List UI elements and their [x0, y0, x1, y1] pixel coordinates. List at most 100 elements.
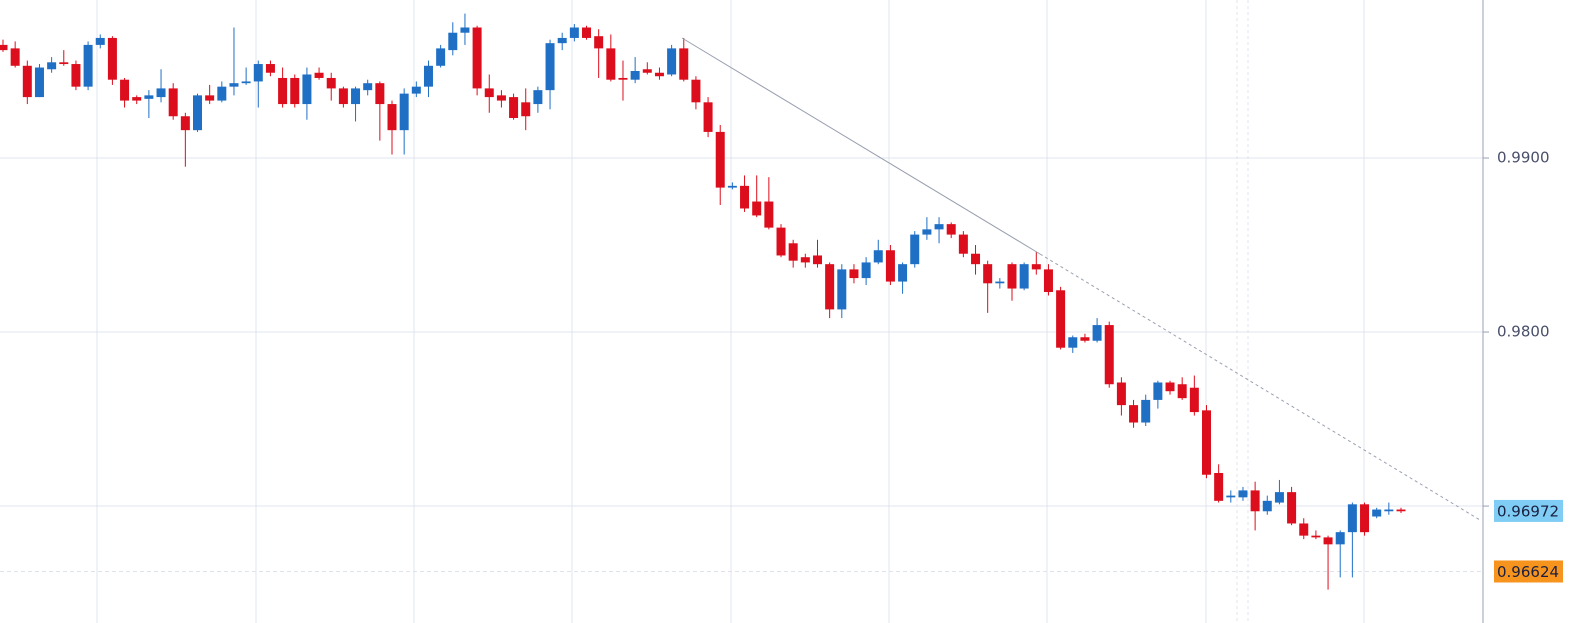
candle-body	[995, 281, 1005, 284]
candle-body	[265, 64, 275, 73]
candle-body	[958, 234, 968, 254]
candle-body	[715, 131, 725, 188]
candle-body	[727, 185, 737, 188]
candle-body	[1214, 472, 1224, 501]
candle-body	[1347, 504, 1357, 533]
candle-body	[594, 36, 604, 49]
candle-body	[898, 264, 908, 282]
candle-body	[193, 95, 203, 131]
candle-body	[1250, 490, 1260, 512]
candle-body	[1129, 405, 1139, 423]
candle-body	[496, 95, 506, 101]
candle-body	[618, 77, 628, 80]
candle-body	[1153, 382, 1163, 400]
candle-body	[1274, 492, 1284, 503]
candle-body	[1104, 325, 1114, 385]
candle-body	[667, 48, 677, 75]
candle-body	[1056, 290, 1066, 348]
candle-body	[22, 65, 32, 98]
candle-body	[1372, 509, 1382, 517]
y-tick-label: 0.9800	[1497, 323, 1550, 341]
candle-body	[691, 79, 701, 103]
candle-body	[679, 48, 689, 80]
candle-body	[71, 64, 81, 87]
candle-body	[411, 86, 421, 94]
candle-body	[168, 88, 178, 117]
candle-body	[107, 37, 117, 80]
candle-body	[351, 88, 361, 105]
price-label-box	[1494, 499, 1563, 522]
candle-body	[1238, 490, 1248, 498]
candle-body	[983, 264, 993, 284]
candle-body	[1019, 264, 1029, 289]
candle-body	[472, 27, 482, 89]
candle-body	[144, 95, 154, 99]
candle-body	[180, 116, 190, 131]
candle-body	[484, 88, 494, 98]
candle-body	[253, 64, 263, 82]
candle-body	[812, 255, 822, 265]
candle-body	[837, 269, 847, 310]
candle-body	[363, 83, 373, 91]
candle-body	[314, 72, 324, 78]
candle-body	[654, 72, 664, 77]
candle-body	[934, 224, 944, 230]
candle-body	[1043, 269, 1053, 293]
candle-body	[83, 44, 93, 87]
candle-body	[156, 88, 166, 98]
candle-body	[1177, 384, 1187, 399]
candle-body	[1031, 264, 1041, 270]
y-tick-label: 0.9900	[1497, 149, 1550, 167]
candle-body	[387, 104, 397, 131]
candle-body	[946, 224, 956, 235]
candle-body	[290, 77, 300, 105]
candle-body	[557, 37, 567, 44]
candle-body	[399, 93, 409, 131]
candle-body	[448, 32, 458, 51]
candle-body	[47, 62, 57, 70]
candle-body	[1360, 504, 1370, 533]
candle-body	[1335, 532, 1345, 545]
candle-body	[229, 83, 239, 87]
candle-body	[885, 250, 895, 282]
candle-body	[302, 74, 312, 105]
candle-body	[788, 243, 798, 261]
candle-body	[630, 71, 640, 80]
candle-body	[1080, 337, 1090, 341]
candle-body	[1116, 382, 1126, 406]
trend-line-extension	[1039, 253, 1481, 521]
candle-body	[533, 90, 543, 105]
candle-body	[800, 257, 810, 263]
candle-body	[1262, 500, 1272, 512]
candle-body	[375, 83, 385, 105]
candle-body	[241, 81, 251, 84]
price-axis-labels: 0.9900 0.9800 0.96972 0.96624	[1483, 149, 1563, 583]
candle-body	[971, 253, 981, 265]
candle-body	[1299, 523, 1309, 536]
candle-body	[703, 102, 713, 132]
candle-body	[0, 44, 8, 51]
candle-body	[1201, 410, 1211, 475]
candle-body	[521, 102, 531, 117]
candle-body	[436, 48, 446, 66]
price-grid	[0, 157, 1483, 572]
candle-body	[120, 79, 130, 101]
candle-body	[1189, 387, 1199, 413]
candle-body	[278, 77, 288, 105]
candle-body	[10, 48, 20, 66]
candle-body	[569, 27, 579, 38]
candle-body	[1396, 509, 1406, 512]
price-label-box	[1494, 560, 1563, 583]
candle-body	[1226, 495, 1236, 498]
candle-body	[1141, 399, 1151, 423]
candle-body	[95, 37, 105, 45]
candle-body	[1287, 492, 1297, 524]
candle-body	[1165, 382, 1175, 392]
candle-body	[764, 201, 774, 228]
candle-body	[326, 77, 336, 89]
candle-body	[423, 65, 433, 87]
candle-body	[849, 269, 859, 279]
candle-body	[59, 62, 69, 65]
